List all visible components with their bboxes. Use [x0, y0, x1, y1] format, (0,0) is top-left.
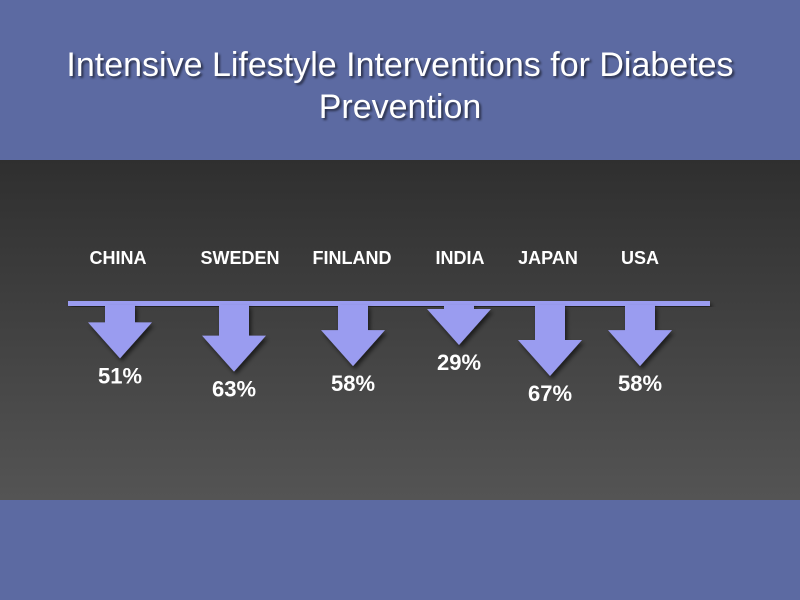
reduction-arrow-india	[427, 305, 491, 345]
value-label-india: 29%	[437, 350, 481, 375]
value-label-finland: 58%	[331, 371, 375, 396]
country-label-china: CHINA	[90, 248, 147, 268]
reduction-arrow-finland	[321, 305, 385, 367]
reduction-arrow-sweden	[202, 305, 266, 372]
value-label-china: 51%	[98, 363, 142, 388]
title-band: Intensive Lifestyle Interventions for Di…	[0, 0, 800, 160]
bottom-band	[0, 500, 800, 600]
slide-title: Intensive Lifestyle Interventions for Di…	[66, 46, 734, 126]
country-label-sweden: SWEDEN	[200, 248, 279, 268]
value-label-sweden: 63%	[212, 377, 256, 402]
baseline-bar	[68, 301, 710, 306]
country-label-india: INDIA	[436, 248, 485, 268]
reduction-arrow-china	[88, 305, 152, 359]
value-label-japan: 67%	[528, 381, 572, 406]
reduction-arrow-usa	[608, 305, 672, 367]
value-label-usa: 58%	[618, 371, 662, 396]
reduction-arrow-japan	[518, 305, 582, 377]
country-label-usa: USA	[621, 248, 659, 268]
country-label-japan: JAPAN	[518, 248, 578, 268]
country-label-finland: FINLAND	[313, 248, 392, 268]
